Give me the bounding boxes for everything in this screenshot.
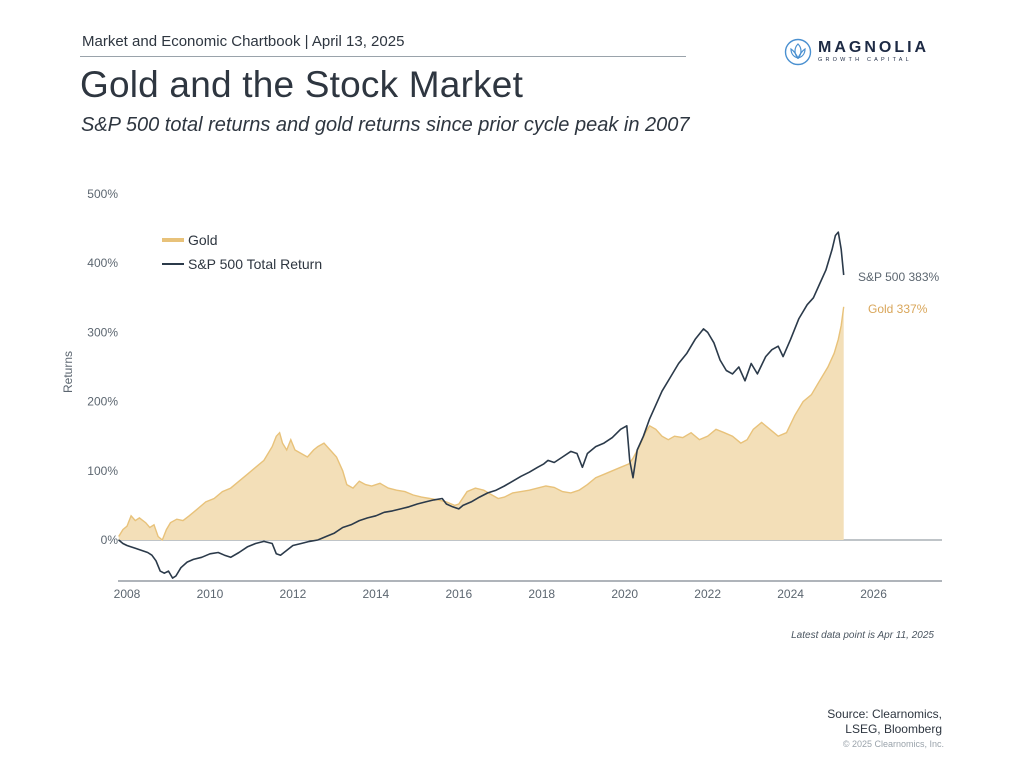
x-tick-label: 2010 — [197, 587, 224, 601]
x-tick-label: 2022 — [694, 587, 721, 601]
source-line-1: Source: Clearnomics, — [827, 707, 942, 721]
x-tick-label: 2012 — [280, 587, 307, 601]
x-tick-label: 2014 — [363, 587, 390, 601]
y-axis-label: Returns — [61, 351, 75, 393]
chartbook-kicker: Market and Economic Chartbook | April 13… — [82, 33, 405, 50]
x-tick-label: 2016 — [445, 587, 472, 601]
copyright: © 2025 Clearnomics, Inc. — [842, 739, 944, 749]
logo-tagline: GROWTH CAPITAL — [818, 57, 912, 63]
logo-name: MAGNOLIA — [818, 39, 930, 56]
sp500-line — [118, 231, 845, 579]
legend-gold-label: Gold — [188, 232, 218, 248]
y-tick-label: 400% — [87, 256, 118, 270]
y-tick-label: 300% — [87, 325, 118, 339]
gold-line — [118, 306, 845, 542]
page-title: Gold and the Stock Market — [80, 64, 524, 105]
y-tick-label: 200% — [87, 395, 118, 409]
x-tick-label: 2008 — [114, 587, 141, 601]
gold-area — [118, 306, 844, 540]
y-tick-label: 500% — [87, 187, 118, 201]
source-note: Source: Clearnomics, LSEG, Bloomberg — [827, 707, 942, 737]
x-tick-label: 2026 — [860, 587, 887, 601]
lotus-icon — [784, 38, 812, 66]
source-line-2: LSEG, Bloomberg — [845, 722, 942, 736]
x-tick-label: 2024 — [777, 587, 804, 601]
x-tick-label: 2020 — [611, 587, 638, 601]
y-tick-label: 0% — [101, 533, 119, 547]
legend-sp500-label: S&P 500 Total Return — [188, 256, 322, 272]
latest-data-note: Latest data point is Apr 11, 2025 — [791, 630, 934, 641]
y-tick-label: 100% — [87, 464, 118, 478]
x-tick-label: 2018 — [528, 587, 555, 601]
header-divider — [80, 56, 686, 57]
sp500-end-label: S&P 500 383% — [858, 270, 940, 284]
page-subtitle: S&P 500 total returns and gold returns s… — [81, 114, 690, 136]
gold-end-label: Gold 337% — [868, 302, 928, 316]
magnolia-logo: MAGNOLIA GROWTH CAPITAL — [784, 38, 929, 66]
